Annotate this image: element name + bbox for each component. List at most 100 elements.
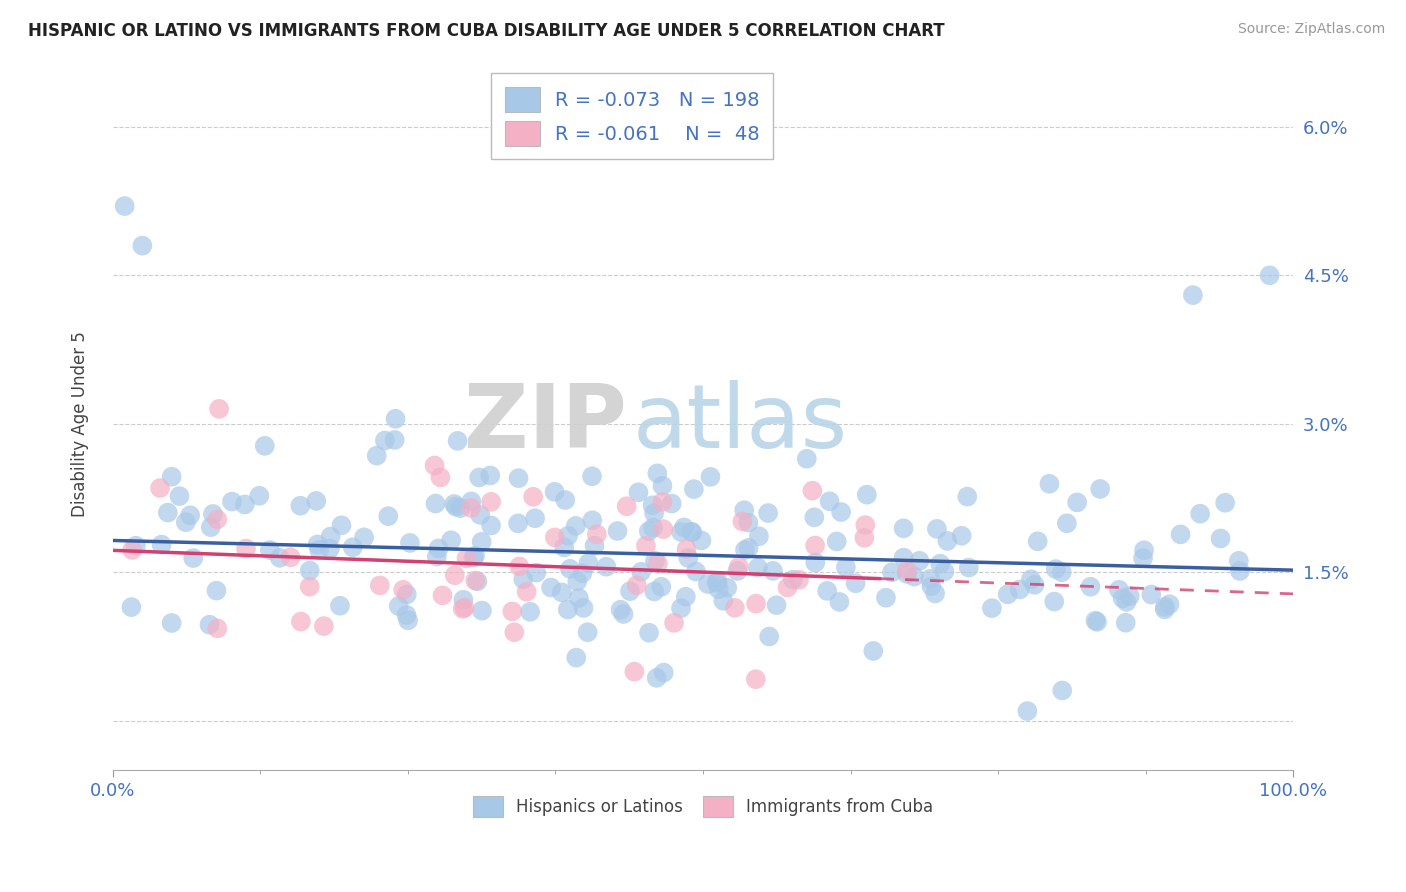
Point [748,529,770,543]
Point [463,550,485,565]
Point [160,469,183,483]
Point [1132,551,1154,566]
Point [467,574,489,589]
Point [205,583,228,598]
Point [1043,594,1066,608]
Point [453,592,475,607]
Point [444,500,467,514]
Point [675,590,697,604]
Point [908,554,931,568]
Point [880,566,903,580]
Point [1112,591,1135,606]
Point [856,488,879,502]
Point [1189,507,1212,521]
Point [737,516,759,530]
Point [1258,268,1281,283]
Point [875,591,897,605]
Point [957,560,980,574]
Point [572,601,595,615]
Point [1008,582,1031,597]
Point [512,573,534,587]
Point [728,559,751,574]
Point [207,621,229,635]
Point [835,560,858,574]
Point [453,600,475,615]
Point [443,568,465,582]
Point [554,493,576,508]
Point [1159,597,1181,611]
Text: Source: ZipAtlas.com: Source: ZipAtlas.com [1237,22,1385,37]
Point [280,550,302,565]
Point [235,541,257,556]
Point [540,581,562,595]
Text: HISPANIC OR LATINO VS IMMIGRANTS FROM CUBA DISABILITY AGE UNDER 5 CORRELATION CH: HISPANIC OR LATINO VS IMMIGRANTS FROM CU… [28,22,945,40]
Point [804,539,827,553]
Point [460,494,482,508]
Point [893,521,915,535]
Point [583,539,606,553]
Point [1108,582,1130,597]
Point [853,531,876,545]
Point [765,598,787,612]
Point [451,601,474,615]
Point [661,497,683,511]
Point [1154,599,1177,614]
Point [825,534,848,549]
Point [652,665,675,680]
Point [606,524,628,538]
Point [558,562,581,576]
Point [449,501,471,516]
Point [576,556,599,570]
Point [156,506,179,520]
Point [893,550,915,565]
Legend: Hispanics or Latinos, Immigrants from Cuba: Hispanics or Latinos, Immigrants from Cu… [465,789,941,824]
Point [269,550,291,565]
Point [685,565,707,579]
Point [616,500,638,514]
Point [516,584,538,599]
Point [544,530,567,544]
Point [121,543,143,558]
Point [776,581,799,595]
Point [1038,476,1060,491]
Point [903,569,925,583]
Point [425,497,447,511]
Point [681,525,703,540]
Point [745,672,768,686]
Point [565,519,588,533]
Point [446,434,468,448]
Point [508,559,530,574]
Point [298,564,321,578]
Point [641,498,664,512]
Point [1181,288,1204,302]
Point [464,574,486,588]
Text: atlas: atlas [633,380,848,467]
Point [956,490,979,504]
Point [1066,495,1088,509]
Point [936,533,959,548]
Point [706,574,728,589]
Point [553,541,575,555]
Point [1115,595,1137,609]
Point [830,505,852,519]
Point [745,597,768,611]
Point [747,560,769,574]
Point [920,579,942,593]
Point [1024,578,1046,592]
Point [707,582,730,597]
Point [522,490,544,504]
Point [160,615,183,630]
Point [1119,589,1142,603]
Point [464,549,486,563]
Point [612,607,634,621]
Point [557,529,579,543]
Point [205,512,228,526]
Point [221,494,243,508]
Y-axis label: Disability Age Under 5: Disability Age Under 5 [72,331,89,516]
Point [738,541,761,555]
Point [392,582,415,597]
Point [460,500,482,515]
Point [1140,587,1163,601]
Point [586,527,609,541]
Point [1115,615,1137,630]
